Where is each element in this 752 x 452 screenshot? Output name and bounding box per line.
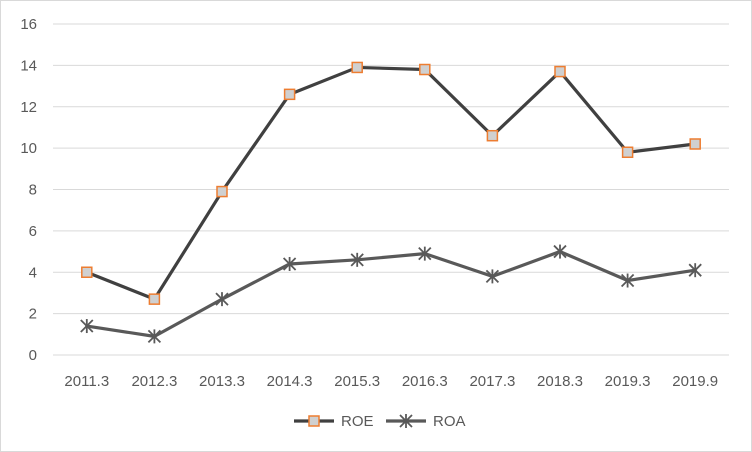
data-point-roa	[282, 256, 297, 271]
series-line-roe	[85, 65, 697, 301]
x-tick-label: 2019.3	[605, 373, 651, 390]
series-roe	[81, 61, 701, 305]
series-roa	[80, 244, 702, 344]
legend-item-roa: ROA	[386, 413, 466, 430]
data-point-roe	[216, 185, 228, 198]
x-tick-label: 2019.9	[672, 373, 718, 390]
data-point-roe	[148, 293, 161, 305]
data-point-roa	[553, 244, 567, 259]
data-point-roe	[81, 266, 93, 278]
x-tick-label: 2016.3	[402, 373, 448, 390]
legend-marker-roa	[399, 414, 413, 428]
x-axis-ticks: 2011.3 2012.3 2013.3 2014.3 2015.3 2016.3 2017…	[64, 373, 718, 390]
x-tick-label: 2011.3	[64, 373, 109, 390]
y-tick-label: 12	[20, 99, 37, 116]
y-tick-label: 0	[29, 347, 37, 364]
series-layer	[80, 61, 702, 344]
data-point-roa	[485, 269, 500, 284]
data-point-roe	[283, 88, 296, 101]
legend-item-roe: ROE	[294, 413, 374, 430]
y-tick-label: 16	[20, 16, 37, 33]
y-tick-label: 14	[20, 57, 37, 74]
x-tick-label: 2012.3	[131, 373, 177, 390]
data-point-roa	[620, 273, 635, 288]
x-tick-label: 2014.3	[267, 373, 313, 390]
legend-marker-roe	[308, 415, 320, 427]
data-point-roa	[688, 263, 702, 278]
data-point-roe	[689, 138, 701, 150]
y-tick-label: 4	[29, 264, 37, 281]
y-tick-label: 10	[20, 140, 37, 157]
y-tick-label: 6	[29, 223, 37, 240]
data-point-roe	[486, 129, 499, 142]
legend-label: ROE	[341, 413, 374, 430]
x-tick-label: 2017.3	[469, 373, 515, 390]
data-point-roe	[419, 63, 431, 76]
data-point-roa	[350, 252, 364, 267]
series-line-roa	[85, 249, 697, 338]
data-point-roa	[80, 319, 94, 334]
y-tick-label: 2	[29, 306, 37, 323]
data-point-roa	[147, 329, 162, 344]
gridlines	[53, 23, 729, 356]
x-tick-label: 2018.3	[537, 373, 583, 390]
data-point-roe	[554, 65, 566, 78]
data-point-roe	[621, 146, 634, 159]
data-point-roa	[418, 246, 432, 261]
x-tick-label: 2015.3	[334, 373, 380, 390]
y-axis-ticks: 0 2 4 6 8 10 12 14 16	[20, 16, 37, 364]
data-point-roa	[215, 292, 229, 307]
y-tick-label: 8	[29, 182, 37, 199]
legend: ROE ROA	[294, 413, 466, 430]
data-point-roe	[351, 61, 363, 74]
x-tick-label: 2013.3	[199, 373, 245, 390]
legend-label: ROA	[433, 413, 466, 430]
